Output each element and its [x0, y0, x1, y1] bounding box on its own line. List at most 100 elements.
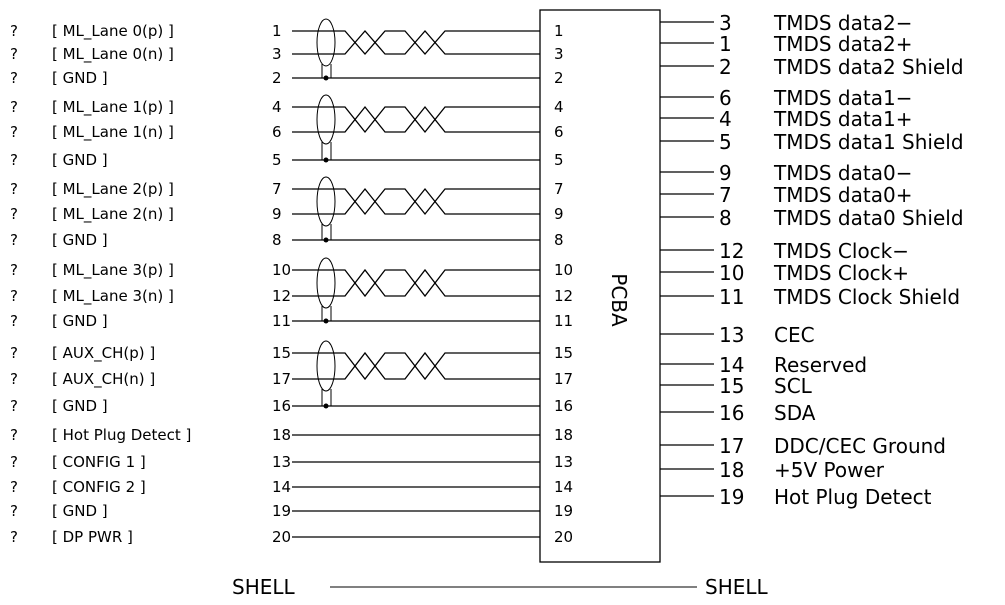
unknown-marker: ? — [10, 22, 18, 40]
wire-pair-positive — [292, 269, 540, 298]
pcba-pin-number: 3 — [554, 45, 564, 63]
pin-number: 9 — [272, 205, 282, 223]
signal-label: [ ML_Lane 0(p) ] — [52, 22, 174, 41]
right-signal-label: TMDS data0− — [773, 161, 912, 185]
wire-pair-positive — [292, 188, 540, 216]
right-pin-number: 3 — [719, 11, 732, 35]
right-signal-label: TMDS Clock+ — [773, 261, 909, 285]
signal-label: [ Hot Plug Detect ] — [52, 426, 191, 444]
unknown-marker: ? — [10, 45, 18, 63]
unknown-marker: ? — [10, 205, 18, 223]
pin-number: 12 — [272, 287, 291, 305]
right-pin-number: 2 — [719, 55, 732, 79]
shell-left-label: SHELL — [232, 575, 296, 599]
pcba-pin-number: 10 — [554, 261, 573, 279]
right-connector-pins: 3 TMDS data2− 1 TMDS data2+ 2 TMDS data2 Shie… — [660, 11, 964, 509]
signal-label: [ ML_Lane 0(n) ] — [52, 45, 174, 64]
unknown-marker: ? — [10, 502, 18, 520]
unknown-marker: ? — [10, 231, 18, 249]
signal-label: [ AUX_CH(n) ] — [52, 370, 155, 389]
right-pin-number: 5 — [719, 130, 732, 154]
right-signal-label: TMDS data1+ — [773, 107, 912, 131]
signal-label: [ ML_Lane 3(p) ] — [52, 261, 174, 280]
pcba-pin-number: 2 — [554, 69, 564, 87]
shield-ellipse — [316, 257, 336, 309]
wire-pair-positive — [292, 352, 540, 381]
signal-label: [ DP PWR ] — [52, 528, 133, 546]
pin-number: 13 — [272, 453, 291, 471]
signal-label: [ AUX_CH(p) ] — [52, 344, 155, 363]
pin-number: 1 — [272, 22, 282, 40]
pcba-pin-number: 1 — [554, 22, 564, 40]
pin-number: 2 — [272, 69, 282, 87]
signal-label: [ GND ] — [52, 312, 108, 330]
right-pin-number: 7 — [719, 183, 732, 207]
signal-label: [ GND ] — [52, 231, 108, 249]
pin-number: 11 — [272, 312, 291, 330]
shell-right-label: SHELL — [705, 575, 769, 599]
unknown-marker: ? — [10, 344, 18, 362]
pcba-pin-number: 14 — [554, 478, 573, 496]
right-signal-label: TMDS data0+ — [773, 183, 912, 207]
right-pin-number: 14 — [719, 353, 744, 377]
wire-pair-positive — [292, 106, 540, 134]
pin-number: 8 — [272, 231, 282, 249]
right-signal-label: TMDS data1 Shield — [773, 130, 964, 154]
unknown-marker: ? — [10, 478, 18, 496]
right-pin-number: 8 — [719, 206, 732, 230]
pcba-pin-number: 17 — [554, 370, 573, 388]
pin-number: 16 — [272, 397, 291, 415]
unknown-marker: ? — [10, 287, 18, 305]
ground-node — [323, 403, 329, 409]
wires — [292, 18, 540, 538]
pin-number: 5 — [272, 151, 282, 169]
pin-number: 3 — [272, 45, 282, 63]
wire-pair-negative — [292, 268, 540, 297]
pcba-pin-number: 19 — [554, 502, 573, 520]
right-pin-number: 16 — [719, 401, 744, 425]
unknown-marker: ? — [10, 69, 18, 87]
right-signal-label: TMDS data2− — [773, 11, 912, 35]
right-signal-label: TMDS data0 Shield — [773, 206, 964, 230]
right-pin-number: 12 — [719, 239, 744, 263]
shell-connection: SHELL SHELL — [232, 575, 769, 599]
pcba-box — [539, 9, 661, 563]
shield-ellipse — [316, 18, 336, 67]
unknown-marker: ? — [10, 426, 18, 444]
left-connector-pins: ? [ ML_Lane 0(p) ] 1? [ ML_Lane 0(n) ] 3? [ G… — [10, 22, 291, 546]
signal-label: [ ML_Lane 3(n) ] — [52, 287, 174, 306]
right-signal-label: TMDS Clock Shield — [773, 285, 960, 309]
unknown-marker: ? — [10, 151, 18, 169]
pcba-pin-number: 7 — [554, 180, 564, 198]
ground-node — [323, 157, 329, 163]
shield-ellipse — [316, 340, 336, 392]
pcba-pin-number: 15 — [554, 344, 573, 362]
right-pin-number: 10 — [719, 261, 744, 285]
pcba-pin-number: 18 — [554, 426, 573, 444]
pin-number: 7 — [272, 180, 282, 198]
pcba-pin-number: 6 — [554, 123, 564, 141]
unknown-marker: ? — [10, 123, 18, 141]
wire-pair-positive — [292, 30, 540, 55]
unknown-marker: ? — [10, 528, 18, 546]
unknown-marker: ? — [10, 397, 18, 415]
pin-number: 4 — [272, 98, 282, 116]
pcba-pin-number: 11 — [554, 312, 573, 330]
pcba-pin-number: 20 — [554, 528, 573, 546]
pin-number: 18 — [272, 426, 291, 444]
ground-node — [323, 237, 329, 243]
signal-label: [ GND ] — [52, 151, 108, 169]
unknown-marker: ? — [10, 261, 18, 279]
right-signal-label: DDC/CEC Ground — [774, 434, 946, 458]
pcba-pin-number: 4 — [554, 98, 564, 116]
right-signal-label: TMDS Clock− — [773, 239, 909, 263]
ground-node — [323, 318, 329, 324]
right-signal-label: TMDS data2+ — [773, 32, 912, 56]
right-signal-label: SDA — [774, 401, 816, 425]
pin-number: 14 — [272, 478, 291, 496]
right-pin-number: 15 — [719, 374, 744, 398]
pin-number: 10 — [272, 261, 291, 279]
signal-label: [ GND ] — [52, 69, 108, 87]
right-signal-label: SCL — [774, 374, 813, 398]
